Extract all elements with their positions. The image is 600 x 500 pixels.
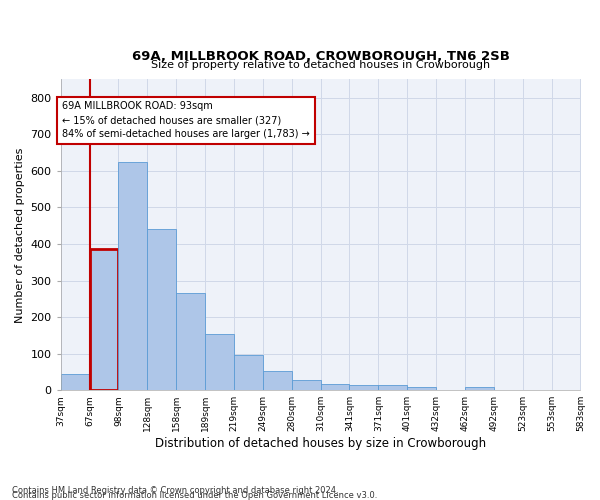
X-axis label: Distribution of detached houses by size in Crowborough: Distribution of detached houses by size …: [155, 437, 486, 450]
Bar: [320, 384, 349, 390]
Y-axis label: Number of detached properties: Number of detached properties: [15, 147, 25, 322]
Bar: [148, 230, 176, 390]
Title: 69A, MILLBROOK ROAD, CROWBOROUGH, TN6 2SB: 69A, MILLBROOK ROAD, CROWBOROUGH, TN6 2S…: [131, 50, 509, 63]
Bar: [234, 356, 263, 390]
Text: Contains HM Land Registry data © Crown copyright and database right 2024.: Contains HM Land Registry data © Crown c…: [12, 486, 338, 495]
Bar: [292, 380, 320, 390]
Text: 69A MILLBROOK ROAD: 93sqm
← 15% of detached houses are smaller (327)
84% of semi: 69A MILLBROOK ROAD: 93sqm ← 15% of detac…: [62, 102, 310, 140]
Bar: [61, 374, 89, 390]
Bar: [349, 386, 379, 390]
Text: Size of property relative to detached houses in Crowborough: Size of property relative to detached ho…: [151, 60, 490, 70]
Bar: [89, 250, 118, 390]
Bar: [176, 294, 205, 390]
Bar: [379, 386, 407, 390]
Bar: [263, 371, 292, 390]
Bar: [205, 334, 234, 390]
Bar: [407, 386, 436, 390]
Text: Contains public sector information licensed under the Open Government Licence v3: Contains public sector information licen…: [12, 491, 377, 500]
Bar: [118, 162, 148, 390]
Bar: [465, 386, 494, 390]
